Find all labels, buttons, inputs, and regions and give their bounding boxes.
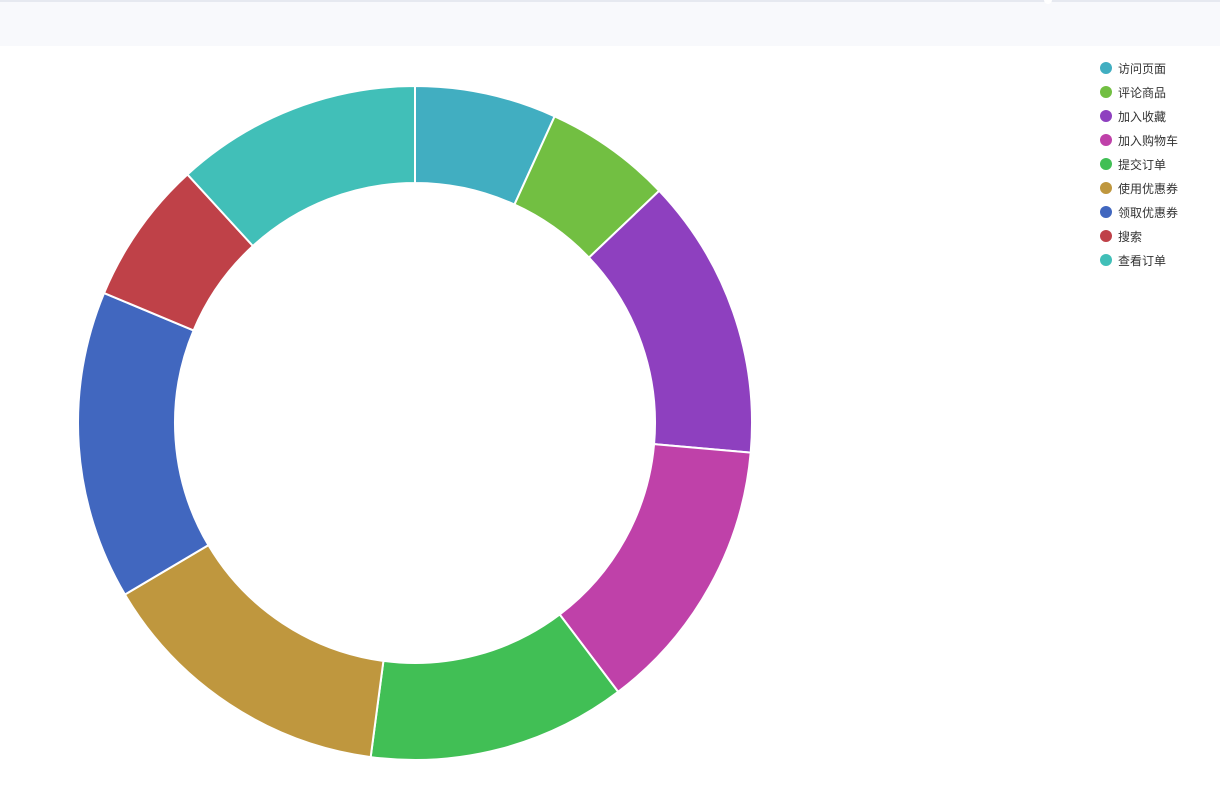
chart-legend: 访问页面评论商品加入收藏加入购物车提交订单使用优惠券领取优惠券搜索查看订单 (1100, 56, 1178, 272)
legend-label: 加入购物车 (1118, 133, 1179, 148)
legend-label: 提交订单 (1118, 157, 1167, 172)
legend-swatch-icon (1100, 86, 1112, 98)
donut-slice-9[interactable] (186, 85, 416, 247)
legend-item[interactable]: 搜索 (1100, 224, 1178, 248)
donut-slice-7[interactable] (77, 292, 210, 596)
legend-item[interactable]: 加入收藏 (1100, 104, 1178, 128)
legend-label: 加入收藏 (1118, 109, 1167, 124)
donut-slices (77, 85, 753, 761)
legend-item[interactable]: 加入购物车 (1100, 128, 1178, 152)
legend-label: 领取优惠券 (1118, 205, 1179, 220)
legend-item[interactable]: 评论商品 (1100, 80, 1178, 104)
legend-swatch-icon (1100, 110, 1112, 122)
legend-swatch-icon (1100, 230, 1112, 242)
donut-slice-6[interactable] (123, 544, 385, 759)
legend-label: 评论商品 (1118, 85, 1167, 100)
legend-item[interactable]: 查看订单 (1100, 248, 1178, 272)
legend-item[interactable]: 提交订单 (1100, 152, 1178, 176)
legend-label: 查看订单 (1118, 253, 1167, 268)
legend-swatch-icon (1100, 206, 1112, 218)
legend-item[interactable]: 访问页面 (1100, 56, 1178, 80)
legend-swatch-icon (1100, 254, 1112, 266)
legend-item[interactable]: 领取优惠券 (1100, 200, 1178, 224)
legend-swatch-icon (1100, 62, 1112, 74)
legend-swatch-icon (1100, 134, 1112, 146)
legend-label: 使用优惠券 (1118, 181, 1179, 196)
legend-swatch-icon (1100, 158, 1112, 170)
legend-swatch-icon (1100, 182, 1112, 194)
top-toolbar-strip (0, 0, 1220, 46)
legend-label: 访问页面 (1118, 61, 1167, 76)
legend-item[interactable]: 使用优惠券 (1100, 176, 1178, 200)
legend-label: 搜索 (1118, 229, 1143, 244)
toolbar-divider (1044, 0, 1052, 4)
